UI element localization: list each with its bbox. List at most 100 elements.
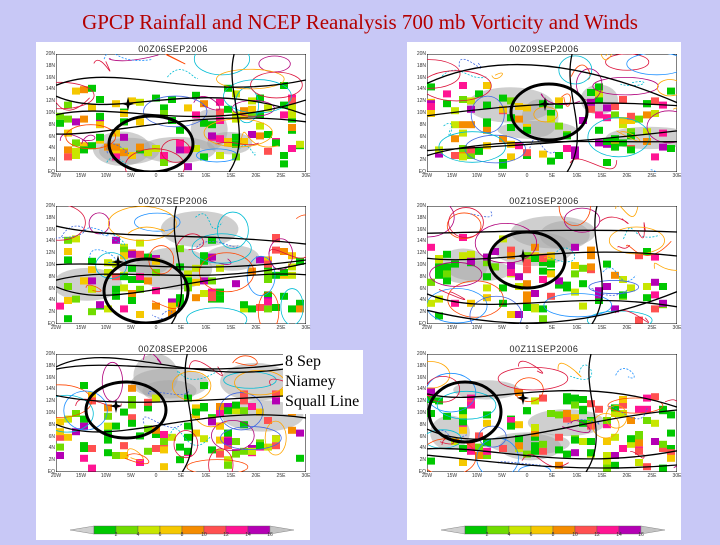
colorbar-label: 14 bbox=[616, 532, 622, 538]
y-tick-label: 14N bbox=[45, 386, 55, 393]
y-tick-label: 2N bbox=[419, 457, 426, 464]
y-tick-label: 10N bbox=[45, 410, 55, 416]
right-figure-column: 00Z09SEP2006 20N 18N 16N 14N 12N 10N 8N 6N 4N 2N EQ… bbox=[407, 42, 681, 540]
map-panel-1: 00Z06SEP2006 20N 18N 16N 14N 12N 10N 8N 6N 4N 2N EQ… bbox=[36, 42, 311, 182]
y-tick-label: 12N bbox=[45, 98, 55, 105]
y-tick-label: 10N bbox=[45, 110, 55, 116]
x-tick-label: 25E bbox=[276, 173, 286, 179]
y-tick-label: 6N bbox=[48, 433, 55, 440]
y-tick-label: 12N bbox=[416, 250, 426, 257]
x-tick-label: 25E bbox=[647, 325, 657, 331]
y-tick-label: 20N bbox=[416, 51, 426, 57]
map-panel-4: 00Z09SEP2006 20N 18N 16N 14N 12N 10N 8N 6N 4N 2N EQ… bbox=[407, 42, 682, 182]
y-tick-label: 4N bbox=[419, 297, 426, 304]
y-tick-label: 10N bbox=[416, 110, 426, 116]
y-tick-label: 4N bbox=[48, 145, 55, 152]
x-tick-label: 30E bbox=[301, 325, 311, 331]
x-tick-label: 10E bbox=[572, 173, 582, 179]
y-tick-label: 20N bbox=[45, 351, 55, 357]
colorbar-label: 4 bbox=[136, 532, 140, 538]
wind-streamlines bbox=[427, 354, 677, 472]
x-tick-label: 15W bbox=[446, 325, 458, 331]
y-tick-label: 10N bbox=[416, 262, 426, 268]
niamey-star-icon bbox=[539, 97, 551, 111]
y-tick-label: 8N bbox=[419, 421, 426, 428]
y-tick-label: EQ bbox=[418, 169, 426, 175]
colorbar-swatch bbox=[508, 525, 532, 535]
y-tick-label: 4N bbox=[48, 297, 55, 304]
colorbar-swatch bbox=[530, 525, 554, 535]
y-tick-label: 16N bbox=[416, 226, 426, 233]
y-tick-label: 4N bbox=[419, 445, 426, 452]
y-tick-label: 8N bbox=[48, 121, 55, 128]
colorbar-label: 4 bbox=[507, 532, 511, 538]
wind-streamlines bbox=[427, 206, 677, 324]
y-tick-label: 8N bbox=[419, 121, 426, 128]
x-tick-label: 20E bbox=[622, 173, 632, 179]
map-panel-6: 00Z11SEP2006 20N 18N 16N 14N 12N 10N 8N 6N 4N 2N EQ… bbox=[407, 342, 682, 482]
y-tick-label: 8N bbox=[48, 273, 55, 280]
x-tick-label: 15W bbox=[75, 173, 87, 179]
y-tick-label: 6N bbox=[419, 285, 426, 292]
niamey-star-icon bbox=[517, 391, 529, 405]
x-tick-label: 20W bbox=[421, 325, 433, 331]
wind-streamlines bbox=[56, 354, 306, 472]
highlight-circle bbox=[427, 380, 503, 444]
x-tick-label: 10W bbox=[100, 325, 112, 331]
x-tick-label: 20W bbox=[421, 173, 433, 179]
colorbar-label: 12 bbox=[594, 532, 600, 538]
y-tick-label: 8N bbox=[419, 273, 426, 280]
y-tick-label: 14N bbox=[416, 86, 426, 93]
x-tick-label: 30E bbox=[672, 173, 682, 179]
y-tick-label: 18N bbox=[45, 362, 55, 369]
y-tick-label: 14N bbox=[416, 386, 426, 393]
x-tick-label: 10W bbox=[471, 173, 483, 179]
y-tick-label: 20N bbox=[416, 351, 426, 357]
colorbar-label: 8 bbox=[180, 532, 184, 538]
colorbar-label: 10 bbox=[572, 532, 578, 538]
map-plot-area bbox=[56, 354, 306, 472]
map-panel-2: 00Z07SEP2006 20N 18N 16N 14N 12N 10N 8N 6N 4N 2N EQ… bbox=[36, 194, 311, 334]
x-tick-label: 0 bbox=[154, 473, 158, 479]
y-tick-label: 16N bbox=[45, 226, 55, 233]
x-tick-label: 20E bbox=[251, 473, 261, 479]
y-tick-label: 12N bbox=[45, 398, 55, 405]
x-tick-label: 5W bbox=[127, 173, 135, 179]
map-svg bbox=[427, 54, 677, 172]
colorbar-swatch bbox=[159, 525, 183, 535]
y-tick-label: EQ bbox=[47, 169, 55, 175]
y-tick-label: 6N bbox=[419, 133, 426, 140]
map-plot-area bbox=[427, 206, 677, 324]
niamey-star-icon bbox=[122, 97, 134, 111]
annotation-line-2: Niamey bbox=[285, 373, 336, 390]
y-tick-label: 18N bbox=[416, 362, 426, 369]
map-panel-3: 00Z08SEP2006 20N 18N 16N 14N 12N 10N 8N 6N 4N 2N EQ… bbox=[36, 342, 311, 482]
x-tick-label: 5W bbox=[127, 473, 135, 479]
colorbar-label: 8 bbox=[551, 532, 555, 538]
y-tick-label: 14N bbox=[416, 238, 426, 245]
colorbar-label: 2 bbox=[114, 532, 118, 538]
y-tick-label: 16N bbox=[45, 374, 55, 381]
map-svg bbox=[56, 354, 306, 472]
highlight-circle bbox=[107, 114, 195, 172]
panel-date-label: 00Z10SEP2006 bbox=[509, 196, 579, 206]
x-tick-label: 5E bbox=[548, 473, 556, 479]
x-tick-label: 25E bbox=[647, 173, 657, 179]
y-tick-label: 12N bbox=[416, 98, 426, 105]
map-svg bbox=[56, 54, 306, 172]
x-tick-label: 20W bbox=[50, 173, 62, 179]
x-tick-label: 5W bbox=[127, 325, 135, 331]
y-tick-label: 2N bbox=[419, 157, 426, 164]
colorbar-swatch bbox=[115, 525, 139, 535]
colorbar-label: 10 bbox=[201, 532, 207, 538]
x-tick-label: 15W bbox=[75, 473, 87, 479]
y-tick-label: EQ bbox=[47, 321, 55, 327]
x-tick-label: 15E bbox=[226, 173, 236, 179]
wind-streamlines bbox=[427, 54, 677, 172]
x-tick-label: 15E bbox=[597, 473, 607, 479]
y-tick-label: 8N bbox=[48, 421, 55, 428]
niamey-star-icon bbox=[112, 255, 124, 269]
panel-date-label: 00Z08SEP2006 bbox=[138, 344, 208, 354]
x-tick-label: 20E bbox=[622, 325, 632, 331]
x-tick-label: 20E bbox=[622, 473, 632, 479]
